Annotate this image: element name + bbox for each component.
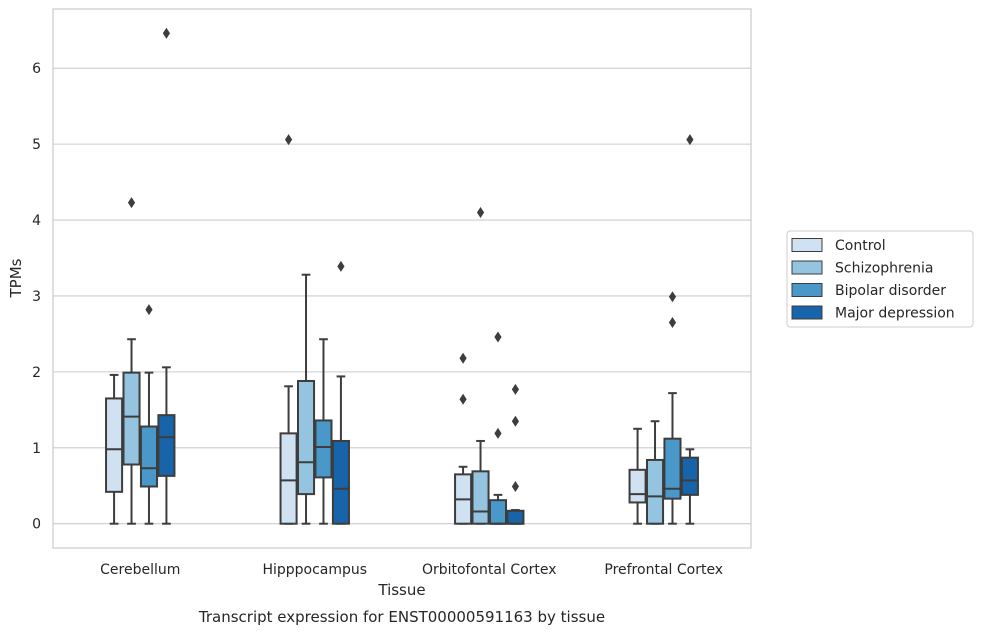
legend: Control Schizophrenia Bipolar disorder Majo…	[786, 230, 974, 328]
outlier-point	[511, 383, 520, 395]
box-iqr	[331, 439, 350, 525]
box	[663, 291, 682, 525]
box-iqr	[279, 432, 298, 525]
outlier-point	[337, 260, 345, 272]
outlier-point	[145, 304, 153, 316]
box	[645, 420, 665, 525]
x-tick-label: Orbitofontal Cortex	[422, 562, 557, 578]
legend-swatch	[791, 305, 823, 320]
legend-swatch	[791, 238, 823, 252]
box-iqr	[105, 397, 124, 493]
y-tick-label: 1	[32, 441, 41, 457]
box	[471, 206, 490, 525]
box-iqr	[663, 437, 682, 500]
outlier-point	[127, 197, 136, 209]
legend-swatch	[791, 260, 823, 275]
box	[279, 134, 298, 525]
x-tick-label: Prefrontal Cortex	[604, 562, 723, 578]
box	[139, 304, 159, 525]
legend-entry: Bipolar disorder	[835, 283, 946, 299]
box	[105, 373, 124, 525]
outlier-point	[686, 134, 694, 146]
box	[331, 260, 350, 525]
outlier-point	[459, 352, 467, 364]
y-tick-labels: 0 1 2 3 4 5 6	[32, 61, 41, 532]
box	[628, 427, 647, 525]
box-iqr	[296, 379, 316, 496]
plot-frame	[52, 8, 752, 549]
box	[488, 331, 508, 525]
legend-swatch	[791, 283, 823, 297]
outlier-point	[668, 291, 677, 303]
outlier-point	[494, 331, 502, 343]
outlier-point	[476, 206, 485, 218]
y-axis-label: TPMs	[7, 258, 25, 298]
outlier-point	[284, 134, 293, 146]
box-iqr	[680, 456, 699, 496]
box-iqr	[471, 470, 490, 525]
box	[314, 338, 333, 525]
box	[680, 134, 699, 525]
box-iqr	[506, 509, 525, 525]
outlier-point	[511, 415, 520, 427]
box	[157, 27, 176, 525]
outlier-point	[494, 427, 502, 439]
y-tick-label: 0	[32, 517, 41, 533]
box-iqr	[122, 371, 141, 466]
legend-entry: Schizophrenia	[835, 261, 933, 277]
box	[296, 273, 316, 525]
box-iqr	[139, 425, 159, 488]
y-tick-label: 4	[32, 213, 41, 229]
legend-entry: Major depression	[835, 306, 955, 322]
box-iqr	[645, 458, 665, 525]
outlier-point	[511, 481, 520, 493]
outlier-point	[668, 317, 677, 329]
box-groups	[105, 27, 699, 525]
box	[122, 197, 141, 525]
x-axis-label: Tissue	[377, 581, 425, 599]
box-iqr	[157, 414, 176, 477]
legend-frame	[786, 230, 974, 328]
y-tick-label: 5	[32, 137, 41, 153]
chart-caption: Transcript expression for ENST0000059116…	[198, 608, 605, 626]
y-tick-label: 6	[32, 61, 41, 77]
box	[454, 352, 473, 525]
y-tick-label: 2	[32, 365, 41, 381]
outlier-point	[459, 393, 467, 405]
x-tick-label: Cerebellum	[100, 562, 180, 578]
x-tick-labels: Cerebellum Hipppocampus Orbitofontal Corte…	[100, 562, 723, 578]
box-iqr	[314, 419, 333, 479]
outlier-point	[162, 27, 171, 39]
legend-entry: Control	[835, 238, 886, 254]
box	[506, 383, 525, 525]
box-iqr	[488, 499, 508, 525]
box-iqr	[628, 468, 647, 504]
y-tick-label: 3	[32, 289, 41, 305]
x-tick-label: Hipppocampus	[262, 562, 367, 578]
